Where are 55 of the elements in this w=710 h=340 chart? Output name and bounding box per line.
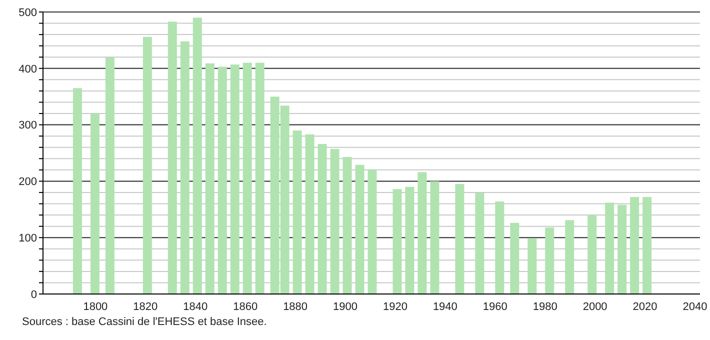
bar (510, 222, 520, 294)
bar (405, 186, 414, 294)
bar (418, 172, 427, 294)
x-tick-label: 1900 (333, 300, 358, 313)
bar (588, 215, 597, 294)
bar (528, 238, 537, 294)
y-tick-label: 0 (30, 288, 37, 301)
bar (565, 220, 574, 294)
y-tick-label: 100 (18, 232, 37, 245)
bar (168, 22, 177, 294)
y-tick-label: 200 (18, 176, 37, 188)
bar (475, 193, 484, 294)
bar (205, 63, 214, 294)
bar (142, 36, 152, 294)
y-tick-label: 300 (18, 120, 37, 132)
bar (342, 156, 352, 294)
bar (242, 62, 252, 294)
bar (72, 88, 82, 294)
bar (545, 227, 554, 294)
bar (180, 41, 190, 294)
bar (642, 196, 652, 294)
bar (430, 181, 440, 294)
x-tick-label: 1800 (83, 300, 108, 313)
x-tick-label: 1920 (382, 300, 408, 313)
bar (192, 18, 202, 294)
bar (368, 169, 377, 294)
bar (292, 130, 302, 294)
x-tick-label: 2020 (632, 300, 658, 313)
bar (218, 66, 227, 294)
x-tick-label: 1980 (532, 300, 558, 313)
bar (618, 204, 627, 294)
bar (255, 62, 264, 294)
x-tick-label: 1860 (233, 300, 258, 313)
bar (495, 202, 504, 294)
bar (318, 144, 327, 294)
y-tick-label: 500 (18, 6, 37, 19)
source-note: Sources : base Cassini de l'EHESS et base Insee. (21, 316, 268, 328)
bar (630, 196, 640, 294)
x-tick-label: 1840 (183, 300, 208, 313)
x-tick-label: 1820 (133, 300, 158, 313)
x-tick-label: 1880 (283, 300, 308, 313)
bar (355, 164, 364, 294)
bar (455, 184, 464, 294)
x-tick-label: 1960 (482, 300, 508, 313)
bar (305, 134, 314, 294)
bar (605, 202, 614, 294)
x-tick-label: 1940 (432, 300, 458, 313)
bar (230, 64, 240, 294)
x-tick-label: 2040 (682, 300, 708, 313)
bar (90, 114, 100, 294)
bar (105, 57, 114, 294)
bar (392, 189, 402, 294)
bar (330, 149, 340, 294)
x-tick-label: 2000 (582, 300, 608, 313)
y-tick-label: 400 (18, 63, 37, 76)
